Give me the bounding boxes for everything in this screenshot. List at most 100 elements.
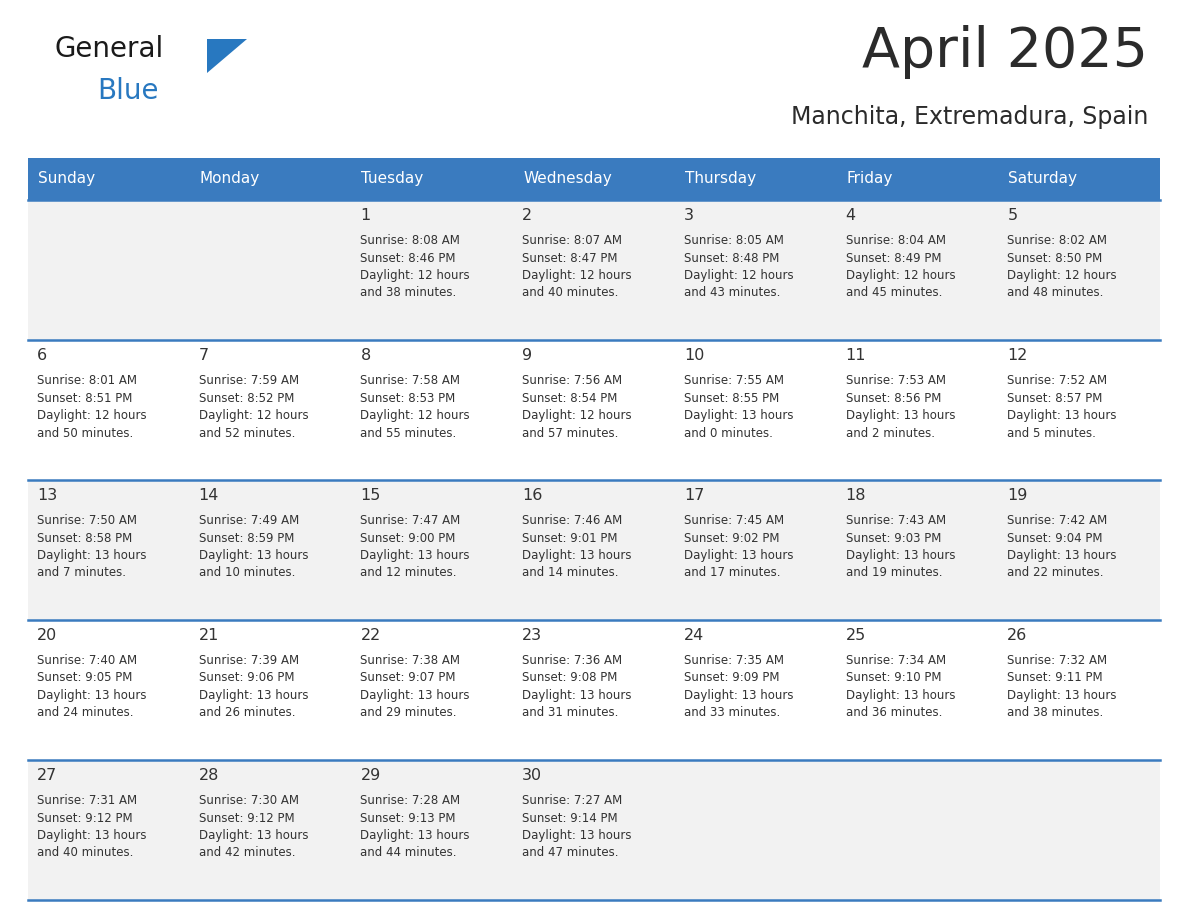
Text: 7: 7 [198, 348, 209, 363]
Text: Sunset: 9:01 PM: Sunset: 9:01 PM [523, 532, 618, 544]
Text: Sunset: 9:12 PM: Sunset: 9:12 PM [37, 812, 133, 824]
Text: 30: 30 [523, 768, 542, 783]
Text: Daylight: 13 hours: Daylight: 13 hours [37, 549, 146, 562]
Text: Sunrise: 7:28 AM: Sunrise: 7:28 AM [360, 794, 461, 807]
Text: and 14 minutes.: and 14 minutes. [523, 566, 619, 579]
Text: Sunset: 8:54 PM: Sunset: 8:54 PM [523, 391, 618, 405]
Text: Sunset: 8:46 PM: Sunset: 8:46 PM [360, 252, 456, 264]
Text: Sunset: 9:13 PM: Sunset: 9:13 PM [360, 812, 456, 824]
Text: Daylight: 13 hours: Daylight: 13 hours [360, 829, 470, 842]
Text: Daylight: 13 hours: Daylight: 13 hours [1007, 409, 1117, 422]
Text: 26: 26 [1007, 628, 1028, 643]
Text: Sunrise: 7:47 AM: Sunrise: 7:47 AM [360, 514, 461, 527]
Text: Sunset: 9:14 PM: Sunset: 9:14 PM [523, 812, 618, 824]
Text: and 19 minutes.: and 19 minutes. [846, 566, 942, 579]
Text: Daylight: 13 hours: Daylight: 13 hours [684, 409, 794, 422]
Text: and 42 minutes.: and 42 minutes. [198, 846, 295, 859]
Text: 4: 4 [846, 208, 855, 223]
Text: Sunset: 8:59 PM: Sunset: 8:59 PM [198, 532, 295, 544]
Text: Sunrise: 7:45 AM: Sunrise: 7:45 AM [684, 514, 784, 527]
Text: Sunrise: 7:42 AM: Sunrise: 7:42 AM [1007, 514, 1107, 527]
Text: 25: 25 [846, 628, 866, 643]
Text: Daylight: 12 hours: Daylight: 12 hours [684, 269, 794, 282]
Text: Monday: Monday [200, 172, 260, 186]
Text: Sunrise: 7:40 AM: Sunrise: 7:40 AM [37, 654, 137, 667]
Text: Daylight: 13 hours: Daylight: 13 hours [523, 689, 632, 702]
Text: Daylight: 13 hours: Daylight: 13 hours [1007, 549, 1117, 562]
Text: Daylight: 13 hours: Daylight: 13 hours [523, 549, 632, 562]
Text: Daylight: 12 hours: Daylight: 12 hours [37, 409, 146, 422]
Text: Sunrise: 7:46 AM: Sunrise: 7:46 AM [523, 514, 623, 527]
Text: Sunrise: 7:27 AM: Sunrise: 7:27 AM [523, 794, 623, 807]
Text: Daylight: 13 hours: Daylight: 13 hours [523, 829, 632, 842]
Text: 10: 10 [684, 348, 704, 363]
Text: and 50 minutes.: and 50 minutes. [37, 427, 133, 440]
Text: and 2 minutes.: and 2 minutes. [846, 427, 935, 440]
Text: Sunrise: 7:58 AM: Sunrise: 7:58 AM [360, 374, 461, 387]
Text: 3: 3 [684, 208, 694, 223]
Text: 14: 14 [198, 488, 219, 503]
Text: and 38 minutes.: and 38 minutes. [1007, 707, 1104, 720]
Text: Sunrise: 8:05 AM: Sunrise: 8:05 AM [684, 234, 784, 247]
Text: and 38 minutes.: and 38 minutes. [360, 286, 456, 299]
Text: and 0 minutes.: and 0 minutes. [684, 427, 772, 440]
Text: April 2025: April 2025 [862, 25, 1148, 79]
Text: Sunset: 8:48 PM: Sunset: 8:48 PM [684, 252, 779, 264]
Text: Sunrise: 7:53 AM: Sunrise: 7:53 AM [846, 374, 946, 387]
Text: Sunset: 9:10 PM: Sunset: 9:10 PM [846, 671, 941, 685]
Text: 27: 27 [37, 768, 57, 783]
Bar [29, 158, 190, 200]
Text: Sunset: 9:05 PM: Sunset: 9:05 PM [37, 671, 132, 685]
Text: 8: 8 [360, 348, 371, 363]
Text: Daylight: 13 hours: Daylight: 13 hours [1007, 689, 1117, 702]
Text: and 55 minutes.: and 55 minutes. [360, 427, 456, 440]
Text: 16: 16 [523, 488, 543, 503]
Text: 5: 5 [1007, 208, 1017, 223]
Text: Sunrise: 8:04 AM: Sunrise: 8:04 AM [846, 234, 946, 247]
Bar [836, 158, 998, 200]
Text: Manchita, Extremadura, Spain: Manchita, Extremadura, Spain [791, 105, 1148, 129]
Text: Sunrise: 7:39 AM: Sunrise: 7:39 AM [198, 654, 299, 667]
Text: 17: 17 [684, 488, 704, 503]
Text: Sunset: 8:58 PM: Sunset: 8:58 PM [37, 532, 132, 544]
Polygon shape [207, 39, 247, 73]
Text: Daylight: 13 hours: Daylight: 13 hours [846, 409, 955, 422]
Text: Sunrise: 8:01 AM: Sunrise: 8:01 AM [37, 374, 137, 387]
Bar [29, 340, 1159, 480]
Text: 29: 29 [360, 768, 380, 783]
Text: and 24 minutes.: and 24 minutes. [37, 707, 133, 720]
Text: Daylight: 13 hours: Daylight: 13 hours [198, 689, 308, 702]
Text: Daylight: 12 hours: Daylight: 12 hours [198, 409, 309, 422]
Text: Daylight: 12 hours: Daylight: 12 hours [360, 409, 470, 422]
Text: General: General [55, 35, 164, 63]
Bar [29, 480, 1159, 620]
Text: Sunrise: 8:02 AM: Sunrise: 8:02 AM [1007, 234, 1107, 247]
Text: Sunrise: 7:35 AM: Sunrise: 7:35 AM [684, 654, 784, 667]
Text: Daylight: 13 hours: Daylight: 13 hours [37, 829, 146, 842]
Text: Sunset: 8:57 PM: Sunset: 8:57 PM [1007, 391, 1102, 405]
Text: Sunrise: 7:32 AM: Sunrise: 7:32 AM [1007, 654, 1107, 667]
Text: Sunset: 9:11 PM: Sunset: 9:11 PM [1007, 671, 1102, 685]
Text: Sunrise: 7:43 AM: Sunrise: 7:43 AM [846, 514, 946, 527]
Text: and 7 minutes.: and 7 minutes. [37, 566, 126, 579]
Text: Tuesday: Tuesday [361, 172, 424, 186]
Text: Daylight: 12 hours: Daylight: 12 hours [1007, 269, 1117, 282]
Text: Saturday: Saturday [1009, 172, 1078, 186]
Text: and 17 minutes.: and 17 minutes. [684, 566, 781, 579]
Bar [675, 158, 836, 200]
Bar [513, 158, 675, 200]
Text: 1: 1 [360, 208, 371, 223]
Text: and 33 minutes.: and 33 minutes. [684, 707, 781, 720]
Text: and 40 minutes.: and 40 minutes. [37, 846, 133, 859]
Text: and 47 minutes.: and 47 minutes. [523, 846, 619, 859]
Text: Sunrise: 7:30 AM: Sunrise: 7:30 AM [198, 794, 298, 807]
Text: Daylight: 12 hours: Daylight: 12 hours [846, 269, 955, 282]
Text: 15: 15 [360, 488, 381, 503]
Text: 12: 12 [1007, 348, 1028, 363]
Text: Daylight: 13 hours: Daylight: 13 hours [846, 549, 955, 562]
Text: Sunrise: 7:34 AM: Sunrise: 7:34 AM [846, 654, 946, 667]
Text: Sunset: 8:50 PM: Sunset: 8:50 PM [1007, 252, 1102, 264]
Text: Sunset: 8:56 PM: Sunset: 8:56 PM [846, 391, 941, 405]
Text: Daylight: 13 hours: Daylight: 13 hours [846, 689, 955, 702]
Bar [998, 158, 1159, 200]
